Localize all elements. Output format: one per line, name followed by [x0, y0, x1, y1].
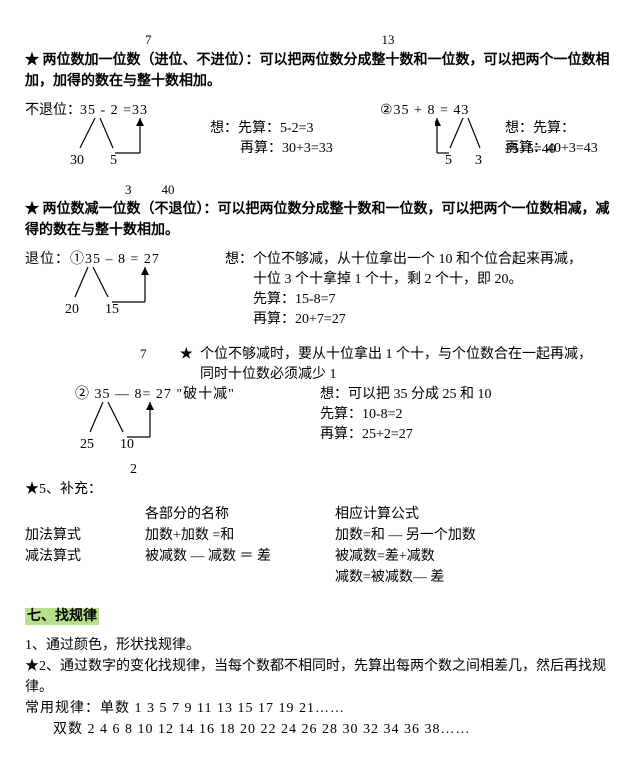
star-icon: ★: [25, 202, 39, 217]
sub-formula1: 被减数=差+减数: [335, 546, 435, 567]
ex1b-a: 5: [445, 150, 452, 171]
ex1-label: 不退位：: [25, 100, 81, 121]
top-numbers: 7 13: [25, 30, 615, 50]
ex1-b: 5: [110, 150, 117, 171]
ex2-b: 15: [105, 299, 119, 320]
ex2-line3: 先算：15-8=7: [253, 289, 336, 310]
ex2-think: 想：个位不够减，从十位拿出一个 10 和个位合起来再减，: [225, 249, 582, 270]
ex1-calc2: 再算：30+3=33: [240, 138, 333, 159]
ex3-bottom: 2: [130, 459, 137, 480]
ex1-think: 想：先算：5-2=3: [210, 118, 314, 139]
s7-line3: 常用规律：单数 1 3 5 7 9 11 13 15 17 19 21……: [25, 698, 615, 719]
ex3-line2: 先算：10-8=2: [320, 404, 403, 425]
mid2-n1: 7: [140, 344, 147, 364]
top-num-1: 7: [145, 30, 152, 50]
rule-1: ★ 两位数加一位数（进位、不进位）：可以把两位数分成整十数和一位数，可以把两个一…: [25, 50, 615, 92]
rule-2-text: 两位数减一位数（不退位）：可以把两位数分成整十数和一位数，可以把两个一位数相减，…: [25, 202, 610, 238]
sub-parts: 被减数 — 减数 ＝ 差: [145, 546, 305, 567]
add-label: 加法算式: [25, 525, 115, 546]
example-3: ② 35 — 8= 27 "破十减" 25 10 想：可以把 35 分成 25 …: [25, 384, 615, 479]
supplement: ★5、补充： 各部分的名称 相应计算公式 加法算式 加数+加数 =和 加数=和 …: [25, 479, 615, 588]
ex1-diagram: [75, 118, 185, 173]
ex3-a: 25: [80, 434, 94, 455]
ex2-line4: 再算：20+7=27: [253, 309, 346, 330]
rule-2b-row: 7 ★ 个位不够减时，要从十位拿出 1 个十，与个位数合在一起再减， 同时十位数…: [25, 344, 615, 384]
section-7-title: 七、找规律: [25, 608, 99, 625]
ex1-a: 30: [70, 150, 84, 171]
supp-title: ★5、补充：: [25, 479, 615, 500]
ex3.left_b: 10: [120, 434, 134, 455]
ex3-think: 想：可以把 35 分成 25 和 10: [320, 384, 492, 405]
add-formula: 加数=和 — 另一个加数: [335, 525, 476, 546]
s7-line4: 双数 2 4 6 8 10 12 14 16 18 20 22 24 26 28…: [53, 719, 615, 740]
top-num-2: 13: [382, 30, 395, 50]
ex3-diagram: [85, 402, 205, 457]
ex2-a: 20: [65, 299, 79, 320]
ex1b-b: 3: [475, 150, 482, 171]
s7-line2: ★2、通过数字的变化找规律，当每个数都不相同时，先算出每两个数之间相差几，然后再…: [25, 656, 615, 698]
ex2-diagram: [70, 267, 190, 322]
rule2b-text: 个位不够减时，要从十位拿出 1 个十，与个位数合在一起再减，: [200, 344, 592, 365]
ex1b-calc2: 再算：40+3=43: [505, 138, 598, 159]
add-parts: 加数+加数 =和: [145, 525, 305, 546]
example-2: 退位：①35 – 8 = 27 20 15 想：个位不够减，从十位拿出一个 10…: [25, 249, 615, 344]
rule2b-text2: 同时十位数必须减少 1: [200, 364, 337, 385]
sub-label: 减法算式: [25, 546, 115, 567]
star-icon: ★: [180, 344, 193, 365]
section-7: 七、找规律 1、通过颜色，形状找规律。 ★2、通过数字的变化找规律，当每个数都不…: [25, 606, 615, 740]
star-icon: ★: [25, 53, 39, 68]
ex3-line3: 再算：25+2=27: [320, 424, 413, 445]
ex2-line2: 十位 3 个十拿掉 1 个十，剩 2 个十，即 20。: [253, 269, 523, 290]
example-1-row: 不退位： 35 - 2 =33 30 5 想：先算：5-2=3 再算：30+3=…: [25, 100, 615, 200]
sub-formula2: 减数=被减数— 差: [335, 567, 444, 588]
rule-2: ★ 两位数减一位数（不退位）：可以把两位数分成整十数和一位数，可以把两个一位数相…: [25, 199, 615, 241]
s7-line1: 1、通过颜色，形状找规律。: [25, 635, 615, 656]
supp-hdr2: 相应计算公式: [335, 504, 419, 525]
supp-hdr1: 各部分的名称: [145, 504, 305, 525]
rule-1-text: 两位数加一位数（进位、不进位）：可以把两位数分成整十数和一位数，可以把两个一位数…: [25, 53, 610, 89]
